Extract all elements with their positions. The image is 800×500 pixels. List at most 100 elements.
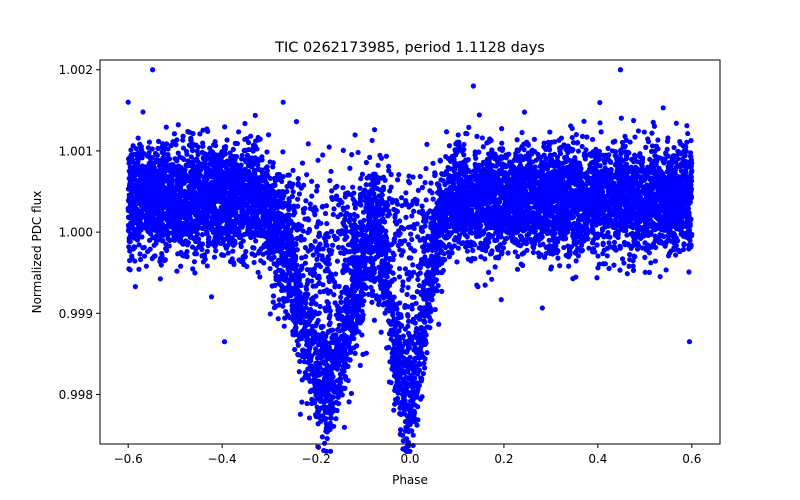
data-point — [217, 157, 223, 163]
data-point — [271, 261, 277, 267]
data-point — [230, 248, 236, 254]
data-point — [371, 127, 378, 133]
data-point — [589, 136, 596, 143]
data-point — [316, 407, 323, 413]
data-point — [140, 245, 146, 251]
data-point — [223, 143, 229, 150]
data-point — [499, 140, 505, 146]
data-point — [322, 210, 329, 217]
data-point — [126, 244, 132, 250]
data-point — [171, 131, 178, 137]
data-point — [382, 177, 388, 183]
data-point — [411, 269, 417, 275]
data-point — [331, 423, 337, 429]
data-point — [326, 304, 332, 311]
data-point — [430, 160, 436, 166]
data-point — [474, 282, 480, 288]
data-point — [489, 276, 495, 282]
data-point — [224, 137, 230, 143]
data-point — [165, 236, 171, 242]
data-point — [554, 154, 561, 160]
data-point — [624, 271, 630, 277]
data-point — [392, 401, 398, 407]
data-point — [294, 247, 300, 253]
data-point — [500, 245, 506, 251]
data-point — [422, 319, 428, 325]
data-point — [428, 180, 434, 186]
data-point — [369, 299, 375, 305]
data-point — [292, 346, 298, 353]
data-point — [421, 360, 427, 366]
data-point — [479, 135, 485, 141]
data-point — [182, 188, 188, 194]
data-point — [342, 257, 348, 263]
data-point — [436, 321, 442, 327]
data-point — [423, 197, 429, 203]
data-point — [400, 333, 407, 339]
data-point — [327, 177, 333, 184]
data-point — [605, 145, 611, 151]
data-point — [296, 191, 303, 197]
data-point — [314, 256, 320, 262]
data-point — [261, 260, 267, 266]
data-point — [386, 163, 392, 169]
data-point — [302, 245, 309, 251]
data-point — [611, 239, 618, 245]
data-point — [688, 137, 694, 144]
data-point — [269, 283, 275, 289]
data-point — [404, 291, 410, 298]
data-point — [579, 133, 586, 140]
data-point — [335, 214, 341, 220]
data-point — [146, 139, 153, 145]
data-point — [163, 124, 169, 130]
data-point — [259, 154, 265, 160]
data-point — [135, 232, 141, 238]
data-point — [394, 177, 401, 183]
data-point — [285, 312, 291, 318]
data-point — [398, 195, 405, 201]
data-point — [341, 424, 348, 430]
data-point — [338, 294, 344, 300]
data-point — [250, 245, 256, 251]
data-point — [126, 266, 132, 272]
data-point — [641, 129, 647, 135]
data-point — [357, 362, 363, 369]
data-point — [322, 440, 328, 446]
data-point — [597, 99, 603, 106]
data-point — [583, 147, 589, 153]
data-point — [659, 240, 666, 246]
data-point — [127, 257, 133, 264]
data-point — [547, 129, 553, 135]
data-point — [519, 129, 525, 136]
data-point — [392, 318, 399, 324]
data-point — [305, 277, 311, 283]
data-point — [351, 217, 357, 223]
data-point — [300, 210, 307, 216]
data-point — [211, 254, 218, 260]
data-point — [320, 152, 326, 158]
data-point — [430, 196, 436, 202]
data-point — [461, 141, 467, 148]
data-point — [236, 129, 242, 135]
data-point — [403, 214, 409, 220]
data-point — [300, 228, 306, 234]
data-point — [569, 134, 575, 141]
data-point — [575, 148, 582, 154]
data-point — [561, 244, 567, 251]
data-point — [175, 122, 181, 128]
data-point — [449, 153, 455, 160]
data-point — [326, 144, 332, 150]
data-point — [417, 305, 423, 311]
data-point — [251, 259, 257, 266]
data-point — [289, 193, 295, 200]
data-point — [579, 242, 585, 248]
data-point — [632, 254, 638, 260]
data-point — [309, 278, 315, 284]
data-point — [387, 264, 394, 270]
data-point — [586, 245, 592, 251]
data-point — [204, 263, 210, 269]
data-point — [424, 211, 430, 217]
data-point — [417, 173, 423, 180]
data-point — [424, 350, 430, 356]
data-point — [466, 124, 472, 130]
